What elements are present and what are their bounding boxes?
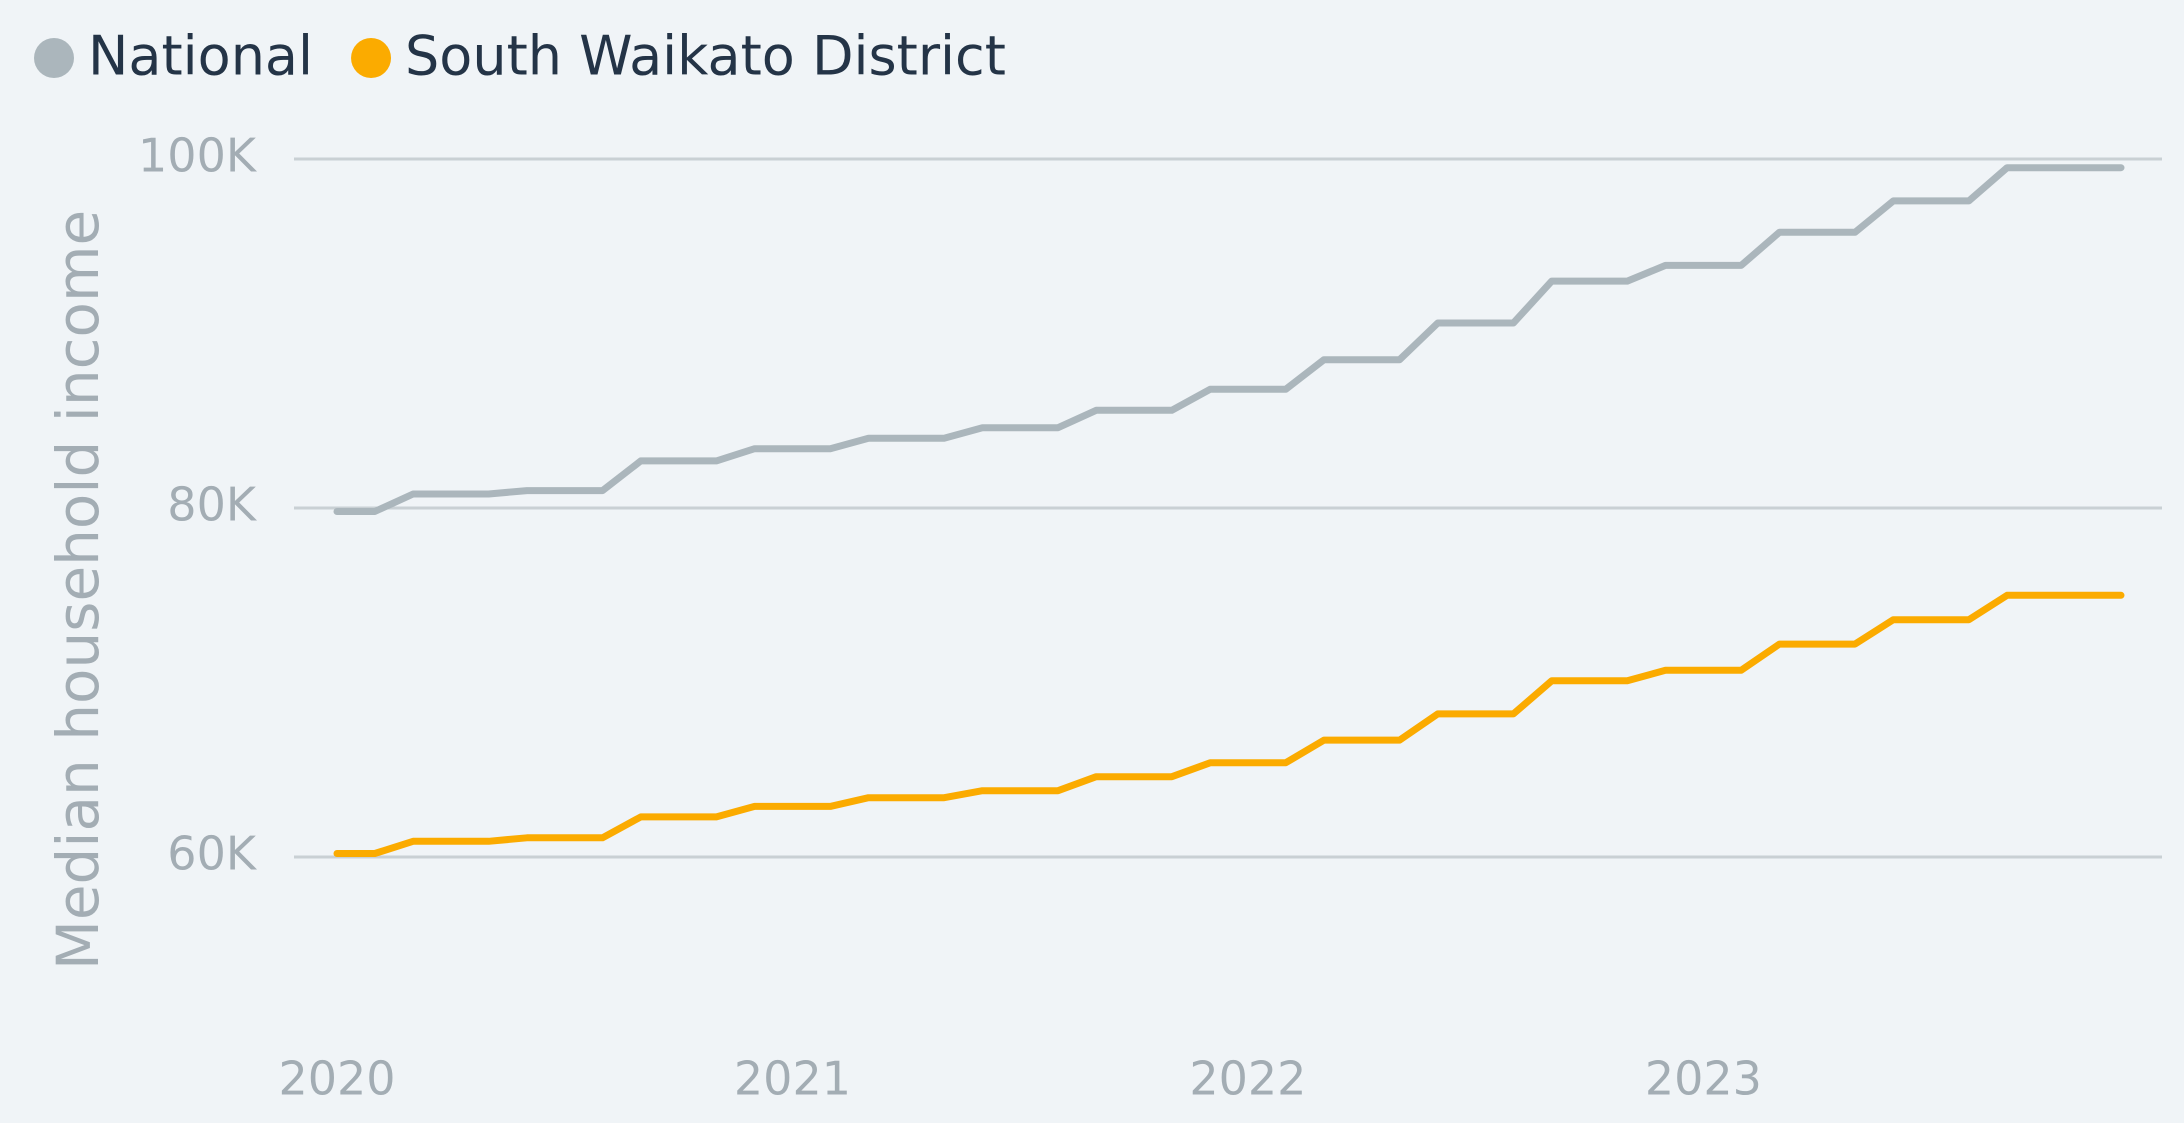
y-axis-title: Median household income xyxy=(44,210,112,970)
legend-swatch xyxy=(351,38,392,78)
series-line xyxy=(333,591,2125,857)
legend-label: South Waikato District xyxy=(405,25,1006,88)
series-line xyxy=(333,164,2125,515)
x-tick-label: 2022 xyxy=(1189,1052,1306,1106)
x-tick-label: 2021 xyxy=(734,1052,851,1106)
x-tick-label: 2023 xyxy=(1645,1052,1762,1106)
y-tick-label: 60K xyxy=(167,827,258,881)
y-tick-label: 100K xyxy=(138,129,258,183)
legend-label: National xyxy=(88,25,313,88)
legend-swatch xyxy=(34,38,74,78)
x-tick-label: 2020 xyxy=(278,1052,395,1106)
y-tick-label: 80K xyxy=(167,478,258,532)
